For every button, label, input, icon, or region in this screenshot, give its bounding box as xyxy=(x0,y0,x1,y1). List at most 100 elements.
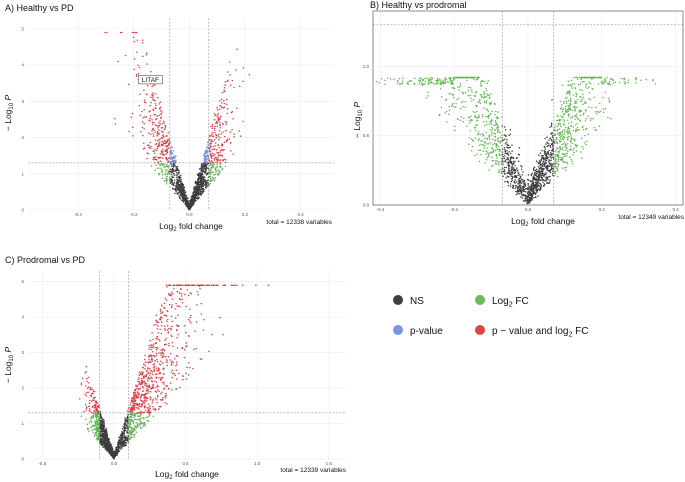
panel-a-point xyxy=(214,173,217,176)
panel-b-point xyxy=(566,102,568,104)
panel-b-point xyxy=(435,82,438,85)
panel-b-point xyxy=(588,106,590,109)
panel-a-point xyxy=(209,176,212,178)
panel-b-point xyxy=(488,123,491,125)
panel-c-ytick-label: 4 xyxy=(21,315,24,320)
panel-b-point xyxy=(562,111,564,113)
panel-b-point xyxy=(554,129,557,132)
panel-a-point xyxy=(217,118,219,120)
panel-b-point xyxy=(532,182,534,185)
panel-b-point xyxy=(607,116,609,119)
panel-b-point xyxy=(514,172,516,174)
panel-b-point xyxy=(531,185,533,188)
panel-c-point xyxy=(171,360,173,363)
panel-c-point xyxy=(92,414,95,417)
panel-b-point xyxy=(484,125,486,127)
panel-b-point xyxy=(545,153,548,155)
panel-b-point xyxy=(557,147,559,150)
panel-b-point xyxy=(557,124,560,126)
panel-b-point xyxy=(496,128,499,131)
panel-a-point xyxy=(128,130,130,133)
panel-c-point xyxy=(157,325,159,327)
panel-b-point xyxy=(553,170,555,172)
panel-b-point xyxy=(525,194,527,197)
panel-b-point xyxy=(511,163,513,165)
panel-a-point xyxy=(193,193,196,196)
panel-a-point xyxy=(201,166,203,168)
panel-a-point xyxy=(216,106,218,109)
panel-a-ytick-label: 0 xyxy=(21,208,24,213)
panel-c-point xyxy=(139,383,142,386)
panel-b-point xyxy=(572,129,575,132)
panel-b-point xyxy=(571,83,574,85)
panel-b-point xyxy=(400,83,402,85)
panel-a-point xyxy=(149,117,151,120)
panel-b-point xyxy=(508,134,510,137)
panel-b-point xyxy=(558,119,561,122)
panel-a-point xyxy=(219,121,221,124)
panel-a-point xyxy=(210,156,212,158)
panel-b-point xyxy=(434,83,437,86)
panel-b-point xyxy=(571,116,574,119)
panel-a-point xyxy=(159,167,161,169)
panel-b-point xyxy=(526,202,528,204)
panel-c-point xyxy=(138,383,140,385)
panel-b-point xyxy=(582,113,585,116)
panel-b-point xyxy=(471,100,473,102)
panel-b-point xyxy=(482,144,485,147)
panel-a-point xyxy=(225,159,227,161)
panel-b-point xyxy=(509,185,512,187)
panel-c-point xyxy=(89,408,91,410)
panel-b-point xyxy=(537,162,540,165)
panel-a-point xyxy=(207,144,209,146)
panel-c-point xyxy=(162,388,165,391)
panel-b-point xyxy=(474,111,476,114)
panel-b-point xyxy=(563,101,565,103)
panel-a-point xyxy=(203,167,205,169)
panel-c-point xyxy=(102,418,105,421)
panel-a-point xyxy=(158,121,160,124)
panel-b-point xyxy=(480,140,482,142)
panel-b-point xyxy=(607,97,610,100)
panel-a-point xyxy=(229,84,232,86)
panel-c-point xyxy=(184,293,186,296)
panel-b-point xyxy=(583,80,585,83)
panel-b-point xyxy=(578,109,581,111)
panel-b-point xyxy=(572,154,574,156)
panel-a-point xyxy=(207,181,209,184)
panel-b-point xyxy=(561,153,564,155)
panel-c-point xyxy=(172,345,174,348)
panel-a-point xyxy=(229,74,231,76)
panel-c-point xyxy=(174,374,177,377)
panel-a-point xyxy=(145,101,147,104)
panel-b-point xyxy=(506,157,509,159)
panel-b-point xyxy=(574,118,577,121)
panel-a-point xyxy=(183,195,186,198)
panel-b-point xyxy=(557,119,559,121)
panel-c-point xyxy=(159,328,161,331)
panel-c-point xyxy=(176,336,178,339)
panel-b-point xyxy=(558,139,561,141)
panel-b-point xyxy=(536,176,538,178)
panel-b-point xyxy=(505,135,507,138)
panel-c-point xyxy=(152,398,155,401)
panel-c-point xyxy=(168,303,171,306)
panel-a-point xyxy=(132,36,135,39)
panel-b-point xyxy=(497,145,500,148)
panel-c: C) Prodromal vs PD -0.5 0.0 0.5 1.0 1.501234… xyxy=(3,255,347,481)
panel-b-point xyxy=(544,173,547,176)
panel-b-point xyxy=(461,91,464,94)
panel-b-point xyxy=(492,150,495,153)
panel-b-point xyxy=(562,113,565,116)
panel-c-point xyxy=(189,308,191,310)
panel-a-point xyxy=(195,186,197,189)
panel-b-point xyxy=(491,156,493,159)
panel-b-point xyxy=(423,83,426,85)
panel-b-point xyxy=(494,121,497,124)
panel-a-point xyxy=(164,168,166,171)
panel-b-point xyxy=(539,189,541,191)
panel-b-point xyxy=(487,79,489,82)
panel-a-point xyxy=(204,156,207,159)
panel-b-point xyxy=(640,79,642,81)
